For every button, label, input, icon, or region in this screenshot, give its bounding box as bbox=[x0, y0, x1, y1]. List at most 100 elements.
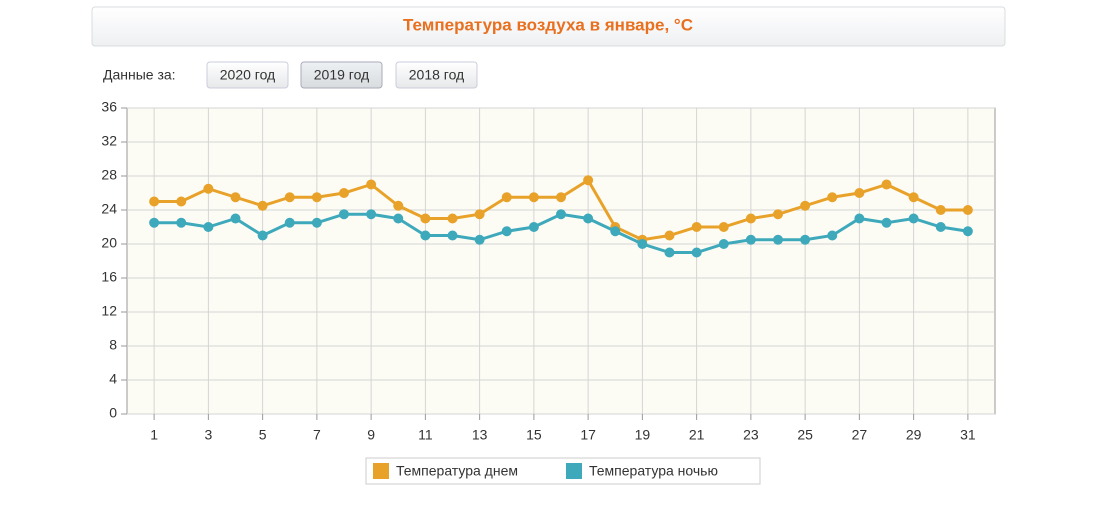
point bbox=[718, 239, 729, 249]
point bbox=[230, 192, 241, 203]
point bbox=[203, 183, 214, 194]
point bbox=[501, 226, 512, 237]
legend-item[interactable]: Температура днем bbox=[373, 463, 518, 479]
point bbox=[339, 188, 349, 198]
point bbox=[420, 230, 431, 241]
x-tick-label: 17 bbox=[580, 427, 596, 443]
point bbox=[393, 213, 404, 224]
point bbox=[311, 192, 322, 203]
point bbox=[935, 222, 946, 232]
point bbox=[773, 209, 783, 220]
point bbox=[149, 217, 160, 228]
point bbox=[745, 213, 756, 224]
legend-label: Температура днем bbox=[396, 463, 518, 479]
point bbox=[474, 234, 485, 245]
year-button[interactable]: 2020 год bbox=[206, 61, 289, 89]
point bbox=[339, 209, 349, 220]
x-tick-label: 25 bbox=[797, 427, 813, 443]
point bbox=[447, 230, 458, 241]
point bbox=[366, 209, 377, 220]
point bbox=[393, 200, 404, 211]
legend-label: Температура ночью bbox=[589, 463, 718, 479]
y-tick-label: 24 bbox=[101, 201, 117, 217]
point bbox=[935, 205, 946, 215]
point bbox=[745, 234, 756, 245]
point bbox=[610, 226, 621, 237]
y-tick-label: 16 bbox=[101, 269, 117, 285]
x-tick-label: 27 bbox=[852, 427, 868, 443]
legend bbox=[365, 457, 761, 485]
point bbox=[501, 192, 512, 203]
point bbox=[284, 192, 295, 203]
button-label: 2020 год bbox=[220, 67, 275, 83]
button-label: 2019 год bbox=[314, 67, 369, 83]
point bbox=[908, 213, 919, 224]
title-bar bbox=[91, 6, 1006, 47]
point bbox=[664, 230, 675, 241]
point bbox=[718, 222, 729, 232]
x-tick-label: 9 bbox=[367, 427, 375, 443]
point bbox=[962, 205, 973, 215]
x-tick-label: 31 bbox=[960, 427, 976, 443]
button-label: 2018 год bbox=[409, 67, 464, 83]
point bbox=[556, 209, 566, 220]
legend-item[interactable]: Температура ночью bbox=[566, 463, 718, 479]
point bbox=[854, 213, 865, 224]
point bbox=[366, 179, 377, 190]
point bbox=[800, 200, 811, 211]
point bbox=[637, 239, 648, 249]
point bbox=[881, 217, 892, 228]
x-tick-label: 29 bbox=[906, 427, 922, 443]
point bbox=[420, 213, 431, 224]
point bbox=[773, 234, 783, 245]
point bbox=[664, 247, 675, 258]
y-tick-label: 12 bbox=[101, 303, 117, 319]
point bbox=[691, 222, 702, 232]
x-tick-label: 7 bbox=[313, 427, 321, 443]
point bbox=[230, 213, 241, 224]
y-tick-label: 4 bbox=[109, 371, 117, 387]
point bbox=[962, 226, 973, 237]
point bbox=[474, 209, 485, 220]
y-tick-label: 8 bbox=[109, 337, 117, 353]
x-tick-label: 5 bbox=[259, 427, 267, 443]
point bbox=[257, 200, 268, 211]
plot-area bbox=[126, 107, 996, 415]
point bbox=[854, 188, 865, 198]
point bbox=[176, 196, 187, 207]
button-bg bbox=[300, 61, 383, 89]
x-tick-label: 15 bbox=[526, 427, 542, 443]
button-bg bbox=[206, 61, 289, 89]
y-tick-label: 28 bbox=[101, 167, 117, 183]
point bbox=[827, 192, 838, 203]
point bbox=[311, 217, 322, 228]
x-tick-label: 21 bbox=[689, 427, 705, 443]
point bbox=[556, 192, 566, 203]
point bbox=[908, 192, 919, 203]
year-button[interactable]: 2018 год bbox=[395, 61, 478, 89]
y-tick-label: 32 bbox=[101, 133, 117, 149]
point bbox=[583, 175, 594, 186]
legend-swatch bbox=[566, 463, 582, 479]
x-tick-label: 23 bbox=[743, 427, 759, 443]
point bbox=[827, 230, 838, 241]
controls-label: Данные за: bbox=[103, 67, 176, 83]
point bbox=[528, 222, 539, 232]
legend-swatch bbox=[373, 463, 389, 479]
point bbox=[257, 230, 268, 241]
point bbox=[149, 196, 160, 207]
point bbox=[176, 217, 187, 228]
chart-title: Температура воздуха в январе, °C bbox=[403, 15, 693, 34]
y-tick-label: 0 bbox=[109, 405, 117, 421]
year-button[interactable]: 2019 год bbox=[300, 61, 383, 89]
x-tick-label: 3 bbox=[204, 427, 212, 443]
point bbox=[203, 222, 214, 232]
point bbox=[447, 213, 458, 224]
point bbox=[528, 192, 539, 203]
y-tick-label: 36 bbox=[101, 99, 117, 115]
x-tick-label: 1 bbox=[150, 427, 158, 443]
x-tick-label: 13 bbox=[472, 427, 488, 443]
point bbox=[284, 217, 295, 228]
point bbox=[691, 247, 702, 258]
